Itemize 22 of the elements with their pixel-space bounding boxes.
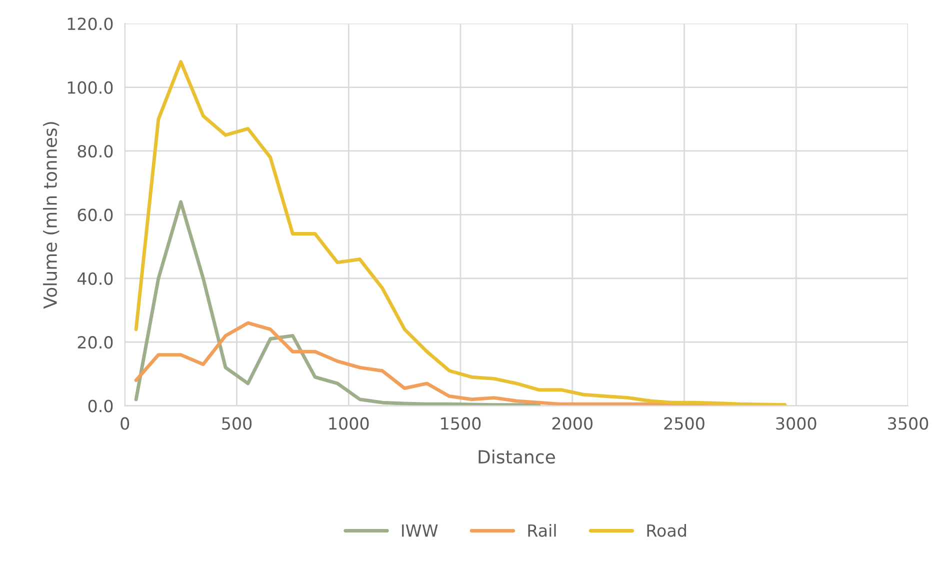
- y-tick-label: 0.0: [88, 400, 113, 412]
- y-tick-label: 120.0: [68, 18, 113, 30]
- x-tick-label: 500: [222, 417, 252, 430]
- x-tick-label: 3000: [776, 417, 816, 430]
- legend-label: Road: [647, 524, 686, 537]
- x-tick-label: 2500: [664, 417, 704, 430]
- y-tick-label: 60.0: [78, 208, 113, 222]
- y-tick-label: 40.0: [77, 272, 113, 285]
- x-tick-label: 1000: [329, 417, 369, 430]
- x-tick-label: 0: [120, 417, 130, 430]
- line-series: [134, 200, 541, 406]
- x-axis-title: Distance: [478, 450, 555, 464]
- x-tick-label: 2000: [552, 417, 592, 430]
- legend-label: IWW: [402, 524, 438, 537]
- y-axis-title: Volume (mln tonnes): [43, 122, 60, 309]
- line-series: [134, 60, 787, 406]
- y-tick-label: 100.0: [68, 81, 113, 94]
- x-tick-label: 3500: [888, 417, 928, 430]
- y-tick-label: 20.0: [78, 336, 113, 349]
- y-tick-label: 80.0: [78, 144, 113, 158]
- x-tick-label: 1500: [441, 417, 481, 430]
- legend-label: Rail: [528, 524, 556, 537]
